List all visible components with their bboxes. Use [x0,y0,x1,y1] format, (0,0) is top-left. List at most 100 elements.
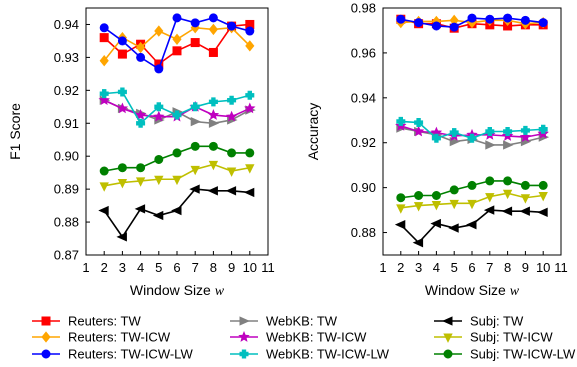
data-point [227,21,237,31]
x-axis-title: Window Size w [130,282,225,299]
data-point [449,199,459,210]
data-point [99,89,109,99]
data-point [136,118,146,128]
y-tick-label: 0.94 [54,17,79,32]
series-subj-tw-icw-lw [99,141,255,176]
data-point [208,160,219,171]
x-tick-label: 2 [101,260,108,275]
y-tick-label: 0.90 [351,180,376,195]
data-point [117,179,128,189]
data-point [394,220,406,230]
data-point [503,140,514,150]
data-point [412,125,425,137]
data-point [152,210,164,221]
data-point [485,127,495,136]
data-point [225,186,237,196]
data-point [245,164,255,174]
legend-entry-subj-tw-icw-lw: Subj: TW-ICW-LW [434,347,576,362]
x-tick-label: 8 [210,260,217,275]
data-point [134,204,146,214]
legend-label: Reuters: TW-ICW-LW [68,347,193,362]
legend-label: Subj: TW-ICW-LW [470,347,576,362]
data-point [98,94,110,106]
data-point [485,176,495,186]
data-point [98,205,109,216]
data-point [99,166,109,176]
legend-marker [238,331,250,342]
data-point [116,232,127,242]
x-tick-label: 10 [243,260,257,275]
data-point [171,205,182,216]
legend-label: Subj: TW-ICW [470,330,553,345]
data-point [172,13,182,23]
data-point [449,185,459,195]
data-point [413,202,424,212]
data-point [190,165,200,176]
data-point [117,49,127,59]
y-tick-label: 0.88 [54,215,79,230]
data-point [537,207,548,217]
y-axis-title: F1 Score [7,103,23,160]
legend-label: Subj: TW [470,314,524,329]
data-point [117,163,127,173]
data-point [227,148,237,158]
legend-entry-reuters-tw-icw-lw: Reuters: TW-ICW-LW [32,347,193,362]
data-point [501,206,513,216]
legend-label: WebKB: TW [266,314,338,329]
data-point [190,38,200,48]
x-tick-label: 11 [261,260,275,275]
legend-label: WebKB: TW-ICW [266,330,367,345]
x-tick-label: 8 [504,260,511,275]
data-point [117,87,127,97]
data-point [520,180,530,190]
data-point [519,206,530,216]
legend-marker [239,349,249,359]
data-point [227,95,237,105]
x-tick-label: 6 [468,260,475,275]
data-point [449,128,459,138]
x-tick-label: 10 [536,260,550,275]
data-point [136,163,146,173]
x-tick-label: 4 [137,260,144,275]
series-subj-tw-icw [99,160,255,192]
data-point [466,220,477,230]
legend-entry-webkb-tw-icw-lw: WebKB: TW-ICW-LW [230,347,390,362]
legend-marker [41,331,51,343]
data-point [485,140,496,150]
data-point [502,189,513,200]
legend-label: WebKB: TW-ICW-LW [266,347,390,362]
legend-marker [41,316,51,326]
legend-entry-subj-tw-icw: Subj: TW-ICW [434,330,553,345]
x-tick-label: 1 [379,260,386,275]
data-point [190,102,200,112]
y-tick-label: 0.92 [351,135,376,150]
data-point [189,184,200,194]
series-webkb-tw-icw-lw [396,116,548,143]
data-point [99,182,109,192]
x-tick-label: 11 [554,260,568,275]
data-point [190,116,202,127]
data-point [207,186,218,196]
data-point [154,64,164,74]
data-point [448,223,459,233]
legend-marker [443,349,453,359]
data-point [208,23,218,36]
y-tick-label: 0.90 [54,149,79,164]
data-point [135,177,146,187]
data-point [172,110,182,120]
x-tick-label: 9 [228,260,235,275]
data-point [520,194,531,204]
y-tick-label: 0.89 [54,182,79,197]
data-point [396,193,406,203]
data-point [431,21,441,31]
data-point [208,47,218,57]
x-tick-label: 7 [192,260,199,275]
data-point [136,41,146,54]
data-point [225,110,238,122]
data-point [483,205,495,215]
data-point [154,154,164,164]
y-tick-label: 0.87 [54,248,79,263]
series-subj-tw-icw-lw [396,176,548,203]
